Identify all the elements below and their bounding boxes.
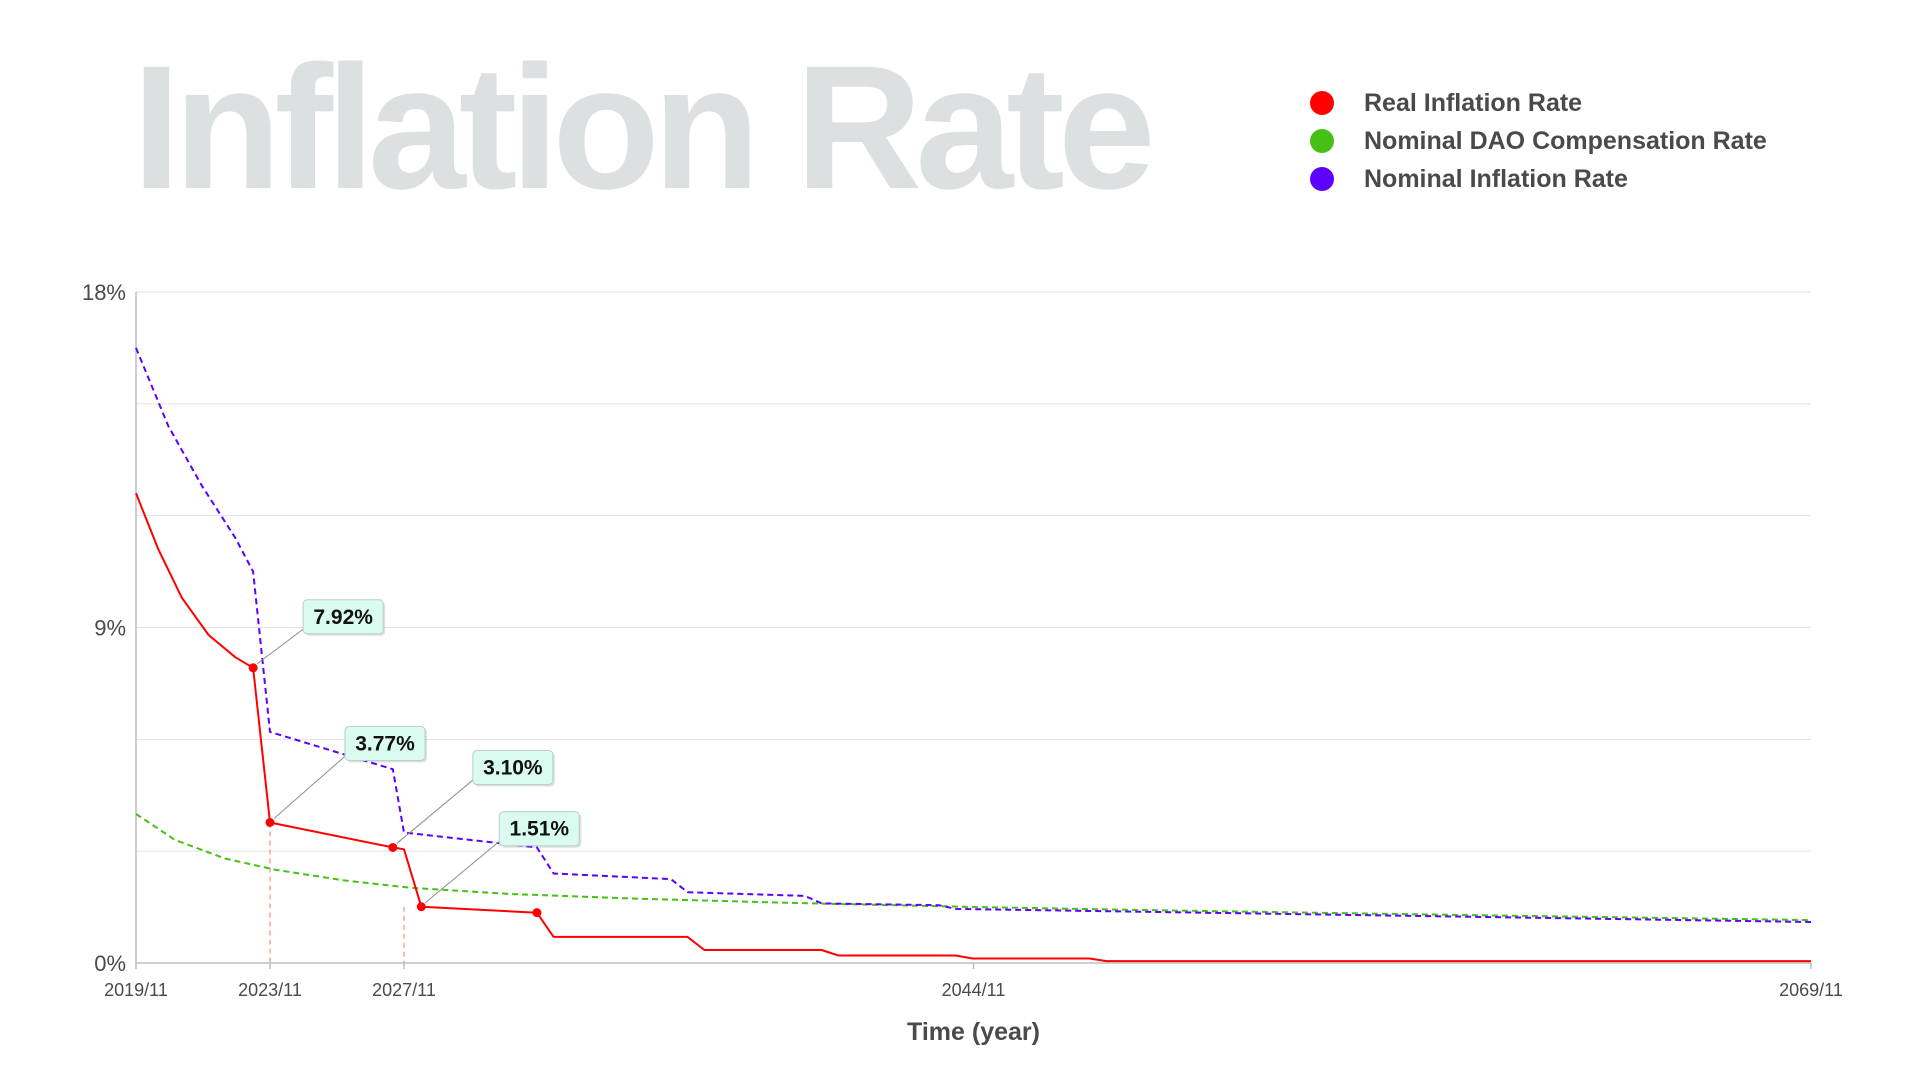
data-point-marker xyxy=(388,842,398,852)
x-axis-title: Time (year) xyxy=(907,1018,1040,1046)
legend-item-real-inflation: Real Inflation Rate xyxy=(1310,84,1767,122)
callout-leader xyxy=(273,754,348,819)
data-point-marker xyxy=(265,817,275,827)
y-tick-label: 0% xyxy=(94,951,126,976)
callout-leader xyxy=(396,778,476,844)
callout-label: 7.92% xyxy=(313,606,373,629)
legend-swatch-nominal-inflation xyxy=(1310,167,1334,191)
callout-label: 3.10% xyxy=(483,756,543,779)
x-tick-label: 2023/11 xyxy=(238,980,302,1000)
legend-label-real-inflation: Real Inflation Rate xyxy=(1364,88,1583,117)
x-tick-label: 2044/11 xyxy=(942,980,1006,1000)
data-point-marker xyxy=(248,663,258,673)
callout-box xyxy=(302,599,384,635)
callout-box xyxy=(472,749,554,785)
legend-swatch-dao-compensation xyxy=(1310,129,1334,153)
legend-item-dao-compensation: Nominal DAO Compensation Rate xyxy=(1310,122,1767,160)
series-line-2 xyxy=(135,347,1812,923)
y-tick-label: 9% xyxy=(94,616,126,641)
chart-title: Inflation Rate xyxy=(132,30,1156,226)
data-point-marker xyxy=(416,902,426,912)
legend-item-nominal-inflation: Nominal Inflation Rate xyxy=(1310,160,1767,198)
legend: Real Inflation Rate Nominal DAO Compensa… xyxy=(1310,84,1767,198)
y-tick-label: 18% xyxy=(82,280,126,305)
legend-swatch-real-inflation xyxy=(1310,91,1334,115)
callout-box xyxy=(344,725,426,761)
legend-label-dao-compensation: Nominal DAO Compensation Rate xyxy=(1364,126,1767,155)
legend-label-nominal-inflation: Nominal Inflation Rate xyxy=(1364,164,1628,193)
x-tick-label: 2069/11 xyxy=(1779,980,1843,1000)
callout-label: 1.51% xyxy=(510,818,570,841)
callout-label: 3.77% xyxy=(355,732,415,755)
data-point-marker xyxy=(532,908,542,918)
x-tick-label: 2027/11 xyxy=(372,980,436,1000)
callout-leader xyxy=(256,627,306,665)
callout-box xyxy=(498,811,580,847)
x-tick-label: 2019/11 xyxy=(104,980,168,1000)
callout-leader xyxy=(425,839,502,904)
series-line-1 xyxy=(135,813,1812,922)
